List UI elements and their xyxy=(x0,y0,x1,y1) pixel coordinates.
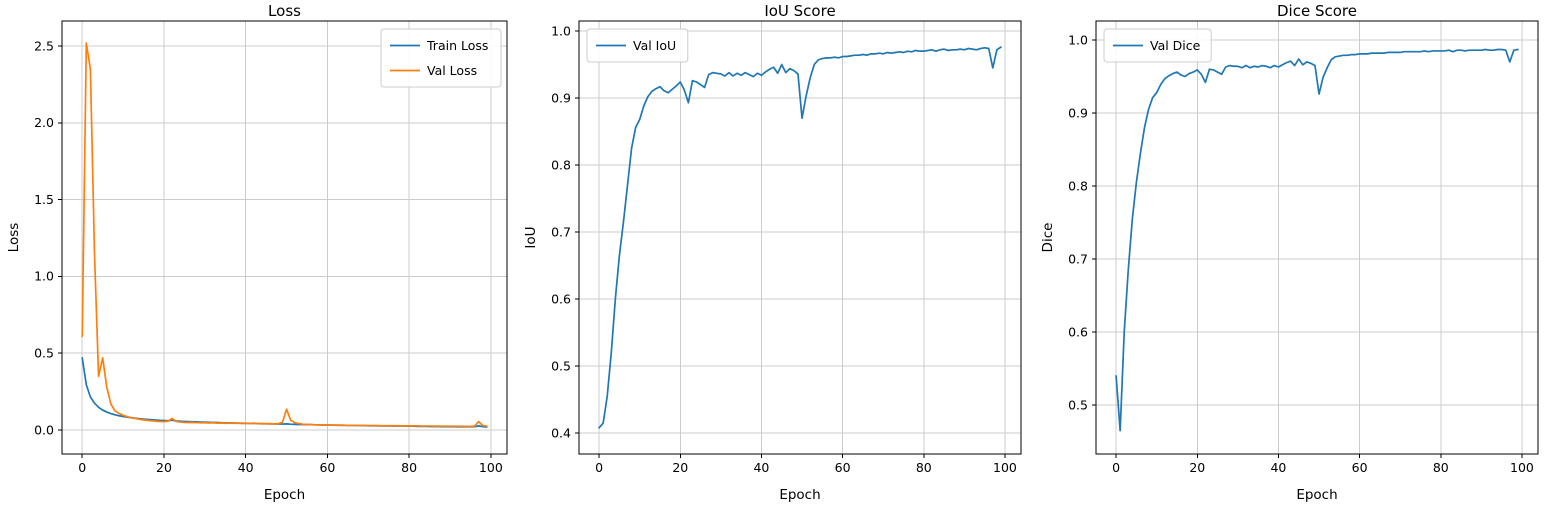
iou-score-xlabel: Epoch xyxy=(779,487,820,503)
y-tick-label: 0.7 xyxy=(1068,251,1088,266)
dice-score-chart: 0 20 40 60 80 100 0.5 0.6 0.7 0.8 0.9 1.0 Dice Score… xyxy=(1040,2,1539,503)
x-tick-label: 20 xyxy=(1189,460,1205,475)
val-dice-line xyxy=(1115,48,1519,432)
loss-chart: 0 20 40 60 80 100 0.0 0.5 1.0 1.5 2.0 2.5 Loss Epoch L… xyxy=(6,2,508,503)
loss-xlabel: Epoch xyxy=(264,487,305,503)
y-tick-label: 0.8 xyxy=(551,157,571,172)
y-tick-label: 1.0 xyxy=(551,23,571,38)
iou-score-chart: 0 20 40 60 80 100 0.4 0.5 0.6 0.7 0.8 0.9 1.0 IoU Sco… xyxy=(523,2,1022,503)
legend-entry-val-loss: Val Loss xyxy=(390,63,477,78)
x-tick-label: 80 xyxy=(916,460,932,475)
legend-label: Val Loss xyxy=(427,63,477,78)
y-tick-label: 0.5 xyxy=(34,346,54,361)
y-tick-label: 0.4 xyxy=(551,426,571,441)
x-tick-label: 20 xyxy=(156,460,172,475)
ticks: 0 20 40 60 80 100 0.5 0.6 0.7 0.8 0.9 1.0 xyxy=(1068,32,1534,475)
loss-title: Loss xyxy=(268,2,301,20)
legend-label: Val IoU xyxy=(633,38,676,53)
dice-score-ylabel: Dice xyxy=(1040,223,1056,253)
gridlines xyxy=(579,21,1021,454)
x-tick-label: 100 xyxy=(993,460,1017,475)
x-tick-label: 80 xyxy=(401,460,417,475)
x-tick-label: 40 xyxy=(1270,460,1286,475)
y-tick-label: 0.9 xyxy=(1068,105,1088,120)
gridlines xyxy=(62,21,507,454)
legend: Val IoU xyxy=(586,28,689,63)
y-tick-label: 2.0 xyxy=(34,115,54,130)
y-tick-label: 0.5 xyxy=(1068,397,1088,412)
x-tick-label: 60 xyxy=(1352,460,1368,475)
gridlines xyxy=(1096,21,1538,454)
axes-frame xyxy=(578,20,1022,455)
iou-score-title: IoU Score xyxy=(764,2,835,20)
iou-score-ylabel: IoU xyxy=(523,226,539,248)
legend: Val Dice xyxy=(1103,28,1212,63)
y-tick-label: 0.6 xyxy=(1068,324,1088,339)
axes-frame xyxy=(1095,20,1539,455)
legend-label: Train Loss xyxy=(426,38,488,53)
y-tick-label: 0.9 xyxy=(551,90,571,105)
ticks: 0 20 40 60 80 100 0.0 0.5 1.0 1.5 2.0 2.5 xyxy=(34,38,503,475)
dice-score-title: Dice Score xyxy=(1277,2,1357,20)
x-tick-label: 20 xyxy=(672,460,688,475)
legend: Train Loss Val Loss xyxy=(380,28,502,88)
y-tick-label: 0.7 xyxy=(551,224,571,239)
legend-box xyxy=(1103,28,1212,63)
y-tick-label: 0.0 xyxy=(34,422,54,437)
val-loss-line xyxy=(81,42,488,428)
legend-entry-val-dice: Val Dice xyxy=(1113,38,1201,53)
x-tick-label: 80 xyxy=(1433,460,1449,475)
legend-entry-train-loss: Train Loss xyxy=(390,38,488,53)
y-tick-label: 0.6 xyxy=(551,291,571,306)
x-tick-label: 100 xyxy=(479,460,503,475)
loss-ylabel: Loss xyxy=(6,223,22,253)
x-tick-label: 0 xyxy=(595,460,603,475)
x-tick-label: 0 xyxy=(1112,460,1120,475)
x-tick-label: 40 xyxy=(753,460,769,475)
x-tick-label: 40 xyxy=(238,460,254,475)
y-tick-label: 1.0 xyxy=(1068,32,1088,47)
y-tick-label: 2.5 xyxy=(34,38,54,53)
y-tick-label: 0.5 xyxy=(551,358,571,373)
y-tick-label: 1.5 xyxy=(34,192,54,207)
axes-frame xyxy=(61,20,508,455)
ticks: 0 20 40 60 80 100 0.4 0.5 0.6 0.7 0.8 0.9 1.0 xyxy=(551,23,1017,475)
dice-score-xlabel: Epoch xyxy=(1296,487,1337,503)
y-tick-label: 0.8 xyxy=(1068,178,1088,193)
legend-box xyxy=(586,28,689,63)
x-tick-label: 100 xyxy=(1510,460,1534,475)
legend-entry-val-iou: Val IoU xyxy=(596,38,676,53)
x-tick-label: 60 xyxy=(835,460,851,475)
val-iou-line xyxy=(598,46,1002,429)
legend-box xyxy=(380,28,502,88)
legend-label: Val Dice xyxy=(1150,38,1201,53)
x-tick-label: 60 xyxy=(319,460,335,475)
x-tick-label: 0 xyxy=(78,460,86,475)
y-tick-label: 1.0 xyxy=(34,269,54,284)
